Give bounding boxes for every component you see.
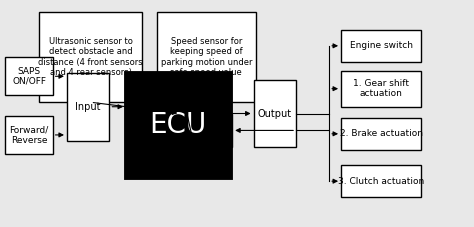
- Text: Engine switch: Engine switch: [350, 41, 413, 50]
- FancyBboxPatch shape: [67, 73, 109, 141]
- Text: SAPS
ON/OFF: SAPS ON/OFF: [12, 67, 46, 86]
- FancyBboxPatch shape: [341, 118, 421, 150]
- FancyBboxPatch shape: [254, 80, 296, 147]
- Text: Output: Output: [258, 109, 292, 118]
- Text: Input: Input: [75, 102, 101, 112]
- FancyBboxPatch shape: [156, 12, 256, 102]
- FancyBboxPatch shape: [341, 30, 421, 62]
- Text: Sensors: Sensors: [175, 126, 214, 136]
- Text: Speed sensor for
keeping speed of
parking motion under
safe speed value: Speed sensor for keeping speed of parkin…: [161, 37, 252, 77]
- Text: 2. Brake actuation: 2. Brake actuation: [340, 129, 423, 138]
- Text: 1. Gear shift
actuation: 1. Gear shift actuation: [353, 79, 409, 98]
- Text: ECU: ECU: [149, 111, 207, 139]
- FancyBboxPatch shape: [5, 57, 53, 95]
- Text: 3. Clutch actuation: 3. Clutch actuation: [338, 177, 424, 186]
- Text: Ultrasonic sensor to
detect obstacle and
distance (4 front sensors
and 4 rear se: Ultrasonic sensor to detect obstacle and…: [38, 37, 143, 77]
- FancyBboxPatch shape: [156, 114, 232, 147]
- FancyBboxPatch shape: [341, 71, 421, 107]
- FancyBboxPatch shape: [126, 73, 230, 177]
- FancyBboxPatch shape: [38, 12, 143, 102]
- FancyBboxPatch shape: [341, 165, 421, 197]
- FancyBboxPatch shape: [5, 116, 53, 154]
- Text: Forward/
Reverse: Forward/ Reverse: [9, 125, 49, 145]
